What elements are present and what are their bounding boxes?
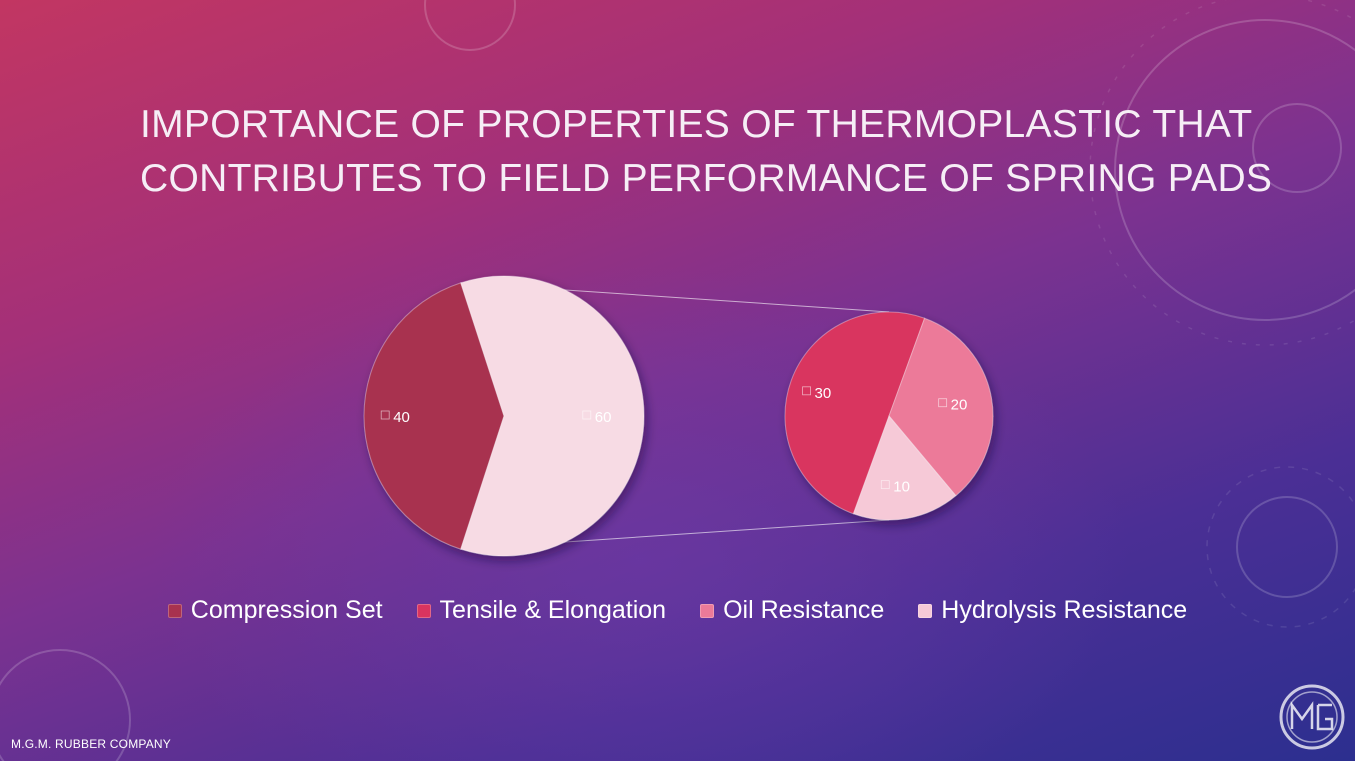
slide-title-line-2: contributes to Field Performance of Spri… xyxy=(140,157,1273,200)
primary-pie-slice-1 xyxy=(460,275,645,557)
legend-item-0: Compression Set xyxy=(167,596,383,625)
pie-of-pie-chart: 40 60 30 20 10 xyxy=(363,275,994,557)
secondary-pie-label-1: 20 xyxy=(951,397,968,414)
secondary-pie-label-swatch-0 xyxy=(802,386,811,396)
primary-pie-label-swatch-0 xyxy=(380,410,390,420)
secondary-pie-label-0: 30 xyxy=(815,385,832,402)
legend-label-3: Hydrolysis Resistance xyxy=(941,596,1188,624)
legend-swatch-2 xyxy=(700,603,715,618)
slide-title: Importance of Properties of Thermoplasti… xyxy=(140,98,1273,206)
primary-pie-label-0: 40 xyxy=(393,409,410,426)
secondary-pie-slice-0 xyxy=(784,311,926,515)
company-footer: M.G.M. RUBBER COMPANY xyxy=(11,737,171,751)
data-labels: 40 60 30 20 10 xyxy=(380,385,968,496)
chart-legend: Compression Set Tensile & Elongation Oil R… xyxy=(0,596,1355,625)
slide-title-line-1: Importance of Properties of Thermoplasti… xyxy=(140,103,1253,146)
primary-pie-label-swatch-1 xyxy=(582,410,592,420)
secondary-pie-label-swatch-2 xyxy=(880,480,890,490)
legend-swatch-3 xyxy=(918,603,933,618)
legend-label-1: Tensile & Elongation xyxy=(439,596,667,624)
mgm-logo-icon xyxy=(1279,684,1345,750)
legend-item-1: Tensile & Elongation xyxy=(416,596,667,625)
legend-label-0: Compression Set xyxy=(190,596,383,624)
legend-swatch-1 xyxy=(416,603,431,618)
legend-item-2: Oil Resistance xyxy=(700,596,884,625)
legend-label-2: Oil Resistance xyxy=(723,596,885,624)
primary-pie-slice-0 xyxy=(363,282,505,550)
secondary-pie-label-swatch-1 xyxy=(938,398,948,408)
primary-pie-label-1: 60 xyxy=(595,409,612,426)
primary-pie xyxy=(363,275,645,557)
secondary-pie-label-2: 10 xyxy=(893,479,910,496)
legend-swatch-0 xyxy=(167,603,182,618)
secondary-pie-slice-2 xyxy=(852,415,957,521)
legend-item-3: Hydrolysis Resistance xyxy=(918,596,1187,625)
